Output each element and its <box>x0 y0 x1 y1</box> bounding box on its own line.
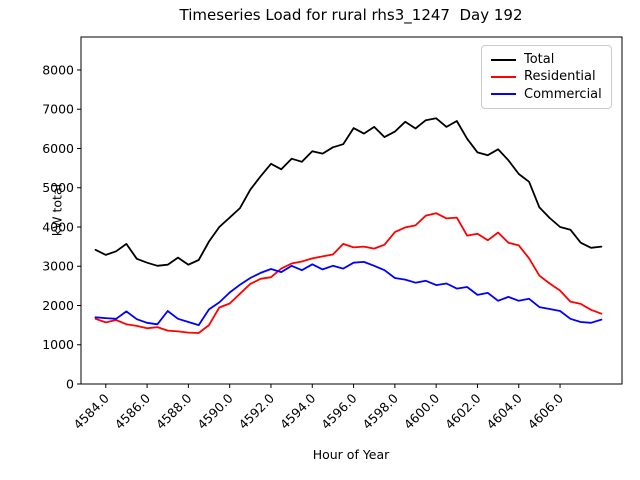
legend-line-sample <box>491 75 516 78</box>
y-tick-label: 2000 <box>42 298 74 313</box>
x-tick-label: 4596.0 <box>318 390 360 432</box>
x-tick-label: 4584.0 <box>70 390 112 432</box>
legend-label: Total <box>524 52 555 68</box>
x-tick-label: 4606.0 <box>525 390 567 432</box>
legend: Total Residential Commercial <box>481 45 612 109</box>
y-tick-label: 0 <box>66 377 74 392</box>
y-tick-label: 1000 <box>42 337 74 352</box>
total-line <box>94 117 603 267</box>
y-tick-label: 7000 <box>42 102 74 117</box>
legend-line-sample <box>491 58 516 61</box>
x-tick-label: 4588.0 <box>153 390 195 432</box>
y-tick-label: 6000 <box>42 141 74 156</box>
y-axis-label: kW total <box>49 183 65 237</box>
x-tick-label: 4594.0 <box>277 390 319 432</box>
chart-title: Timeseries Load for rural rhs3_1247 Day … <box>179 6 523 24</box>
x-axis-label: Hour of Year <box>312 447 390 462</box>
legend-label: Commercial <box>524 86 602 102</box>
axes-spines <box>80 36 623 385</box>
x-tick-label: 4604.0 <box>483 390 525 432</box>
x-tick-label: 4602.0 <box>442 390 484 432</box>
y-tick-label: 8000 <box>42 62 74 77</box>
y-tick-label: 3000 <box>42 259 74 274</box>
y-tick-label: 5000 <box>42 180 74 195</box>
legend-line-sample <box>491 93 516 96</box>
y-tick-label: 4000 <box>42 219 74 234</box>
x-tick-label: 4586.0 <box>112 390 154 432</box>
x-tick-label: 4590.0 <box>194 390 236 432</box>
x-tick-label: 4598.0 <box>359 390 401 432</box>
residential-line <box>94 212 603 334</box>
legend-label: Residential <box>524 69 596 85</box>
x-tick-label: 4592.0 <box>236 390 278 432</box>
legend-item-total: Total <box>491 51 602 68</box>
x-tick-label: 4600.0 <box>401 390 443 432</box>
commercial-line <box>94 260 603 327</box>
legend-item-residential: Residential <box>491 68 602 85</box>
legend-item-commercial: Commercial <box>491 86 602 103</box>
